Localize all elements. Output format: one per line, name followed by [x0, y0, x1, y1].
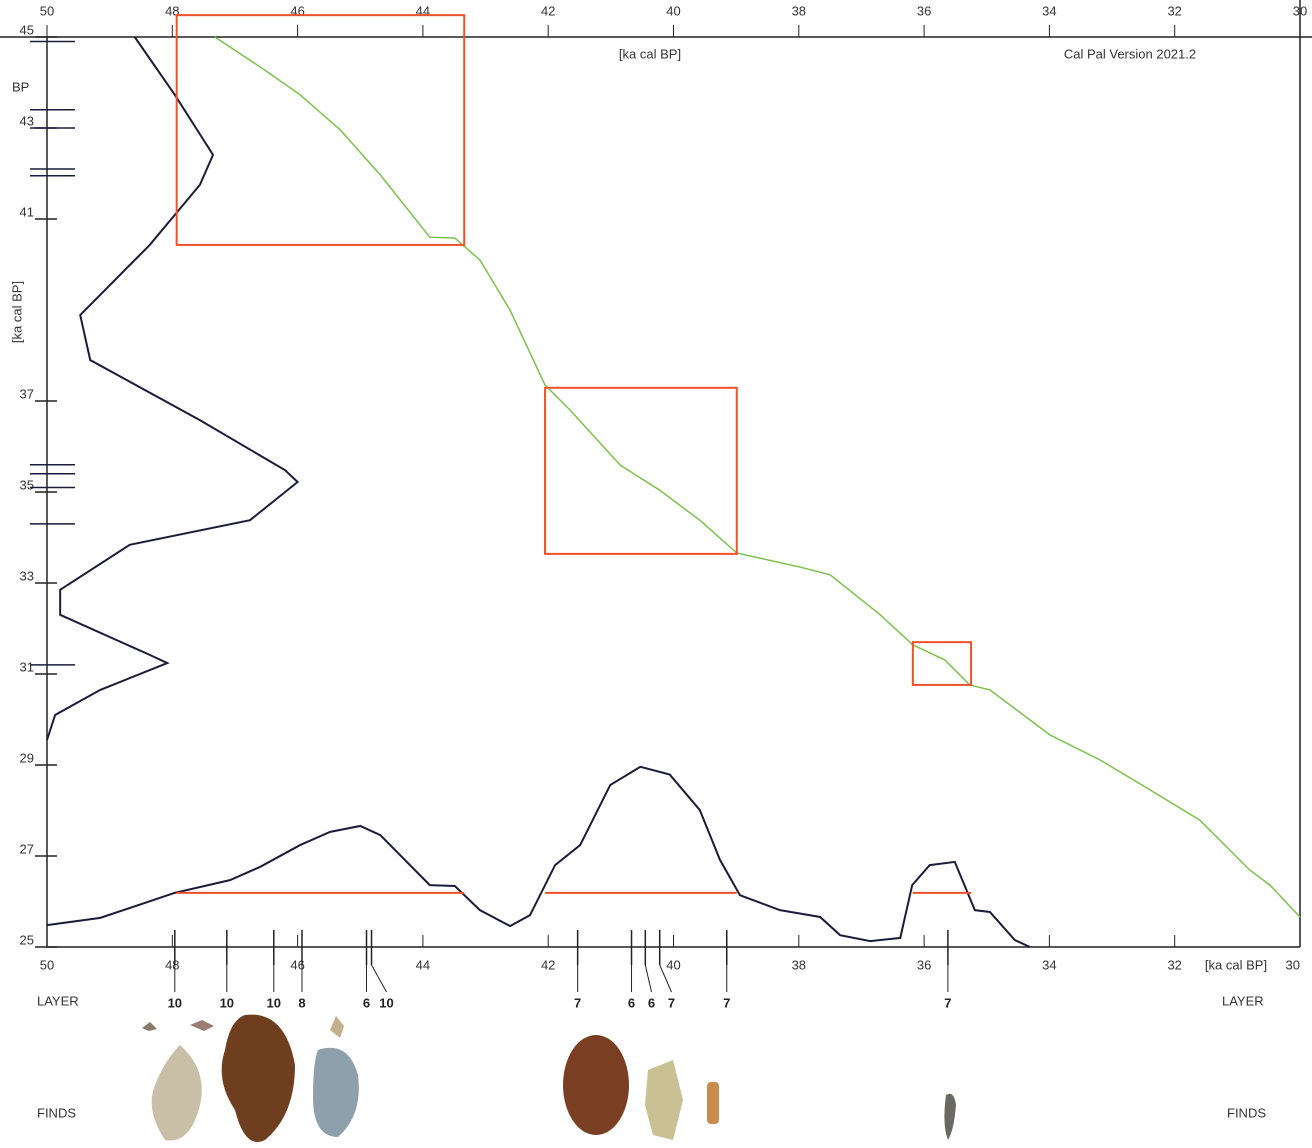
layer-number: 7: [574, 995, 581, 1010]
x-tick-label: 38: [792, 957, 806, 972]
layer-label: LAYER: [37, 993, 79, 1008]
layer-number: 6: [648, 995, 655, 1010]
y-tick-label: 33: [20, 568, 34, 583]
find: [142, 1022, 157, 1031]
layer-number: 10: [220, 995, 234, 1010]
layer-number: 8: [298, 995, 305, 1010]
top-axis-label: [ka cal BP]: [619, 46, 681, 61]
y-axis-label: [ka cal BP]: [9, 281, 24, 343]
x-tick-label: 36: [917, 957, 931, 972]
x-tick-label: 40: [666, 957, 680, 972]
y-tick-label: 29: [20, 750, 34, 765]
x-tick-label: 34: [1042, 957, 1056, 972]
find: [707, 1082, 719, 1124]
find: [313, 1048, 359, 1137]
x-tick-label: 42: [541, 3, 555, 18]
x-tick-label: 32: [1167, 3, 1181, 18]
layer-number: 7: [723, 995, 730, 1010]
find: [222, 1015, 295, 1142]
finds-images: [142, 1015, 956, 1142]
y-tick-label: 25: [20, 932, 34, 947]
x-tick-label: 30: [1286, 957, 1300, 972]
x-tick-label: 46: [290, 3, 304, 18]
bottom-axis-label: [ka cal BP]: [1205, 957, 1267, 972]
range-box: [545, 388, 737, 554]
find: [190, 1020, 214, 1031]
finds-label: FINDS: [37, 1105, 76, 1120]
layer-number: 7: [668, 995, 675, 1010]
x-tick-label: 40: [666, 3, 680, 18]
x-tick-label: 50: [40, 957, 54, 972]
layer-number: 10: [379, 995, 393, 1010]
x-tick-label: 44: [416, 3, 430, 18]
y-tick-label: 45: [20, 22, 34, 37]
y-tick-label: 41: [20, 204, 34, 219]
y-tick-label: 43: [20, 113, 34, 128]
find: [944, 1094, 956, 1140]
version-label: Cal Pal Version 2021.2: [1064, 46, 1196, 61]
layer-number: 7: [944, 995, 951, 1010]
curve: [47, 37, 298, 740]
x-tick-label: 32: [1167, 957, 1181, 972]
find: [330, 1016, 344, 1038]
x-tick-label: 38: [792, 3, 806, 18]
layer-number: 10: [267, 995, 281, 1010]
chart: [ka cal BP] Cal Pal Version 2021.2 [ka c…: [0, 0, 1312, 1148]
layer-label: LAYER: [1222, 993, 1264, 1008]
y-tick-label: 31: [20, 659, 34, 674]
layer-leader: [372, 965, 387, 992]
x-tick-label: 42: [541, 957, 555, 972]
find: [563, 1035, 629, 1135]
range-box: [177, 15, 465, 245]
finds-label: FINDS: [1227, 1105, 1266, 1120]
x-tick-label: 34: [1042, 3, 1056, 18]
x-tick-label: 44: [416, 957, 430, 972]
find: [152, 1045, 202, 1141]
x-tick-label: 30: [1293, 3, 1307, 18]
find: [645, 1060, 683, 1140]
x-tick-label: 50: [40, 3, 54, 18]
y-tick-label: 37: [20, 386, 34, 401]
layer-number: 10: [168, 995, 182, 1010]
x-tick-label: 36: [917, 3, 931, 18]
layer-number: 6: [628, 995, 635, 1010]
bp-label: BP: [12, 79, 29, 94]
x-tick-label: 48: [165, 957, 179, 972]
curve: [47, 767, 1030, 947]
layer-leader: [645, 965, 651, 992]
y-tick-label: 27: [20, 841, 34, 856]
curve: [215, 37, 1300, 917]
y-tick-label: 35: [20, 477, 34, 492]
layer-number: 6: [363, 995, 370, 1010]
